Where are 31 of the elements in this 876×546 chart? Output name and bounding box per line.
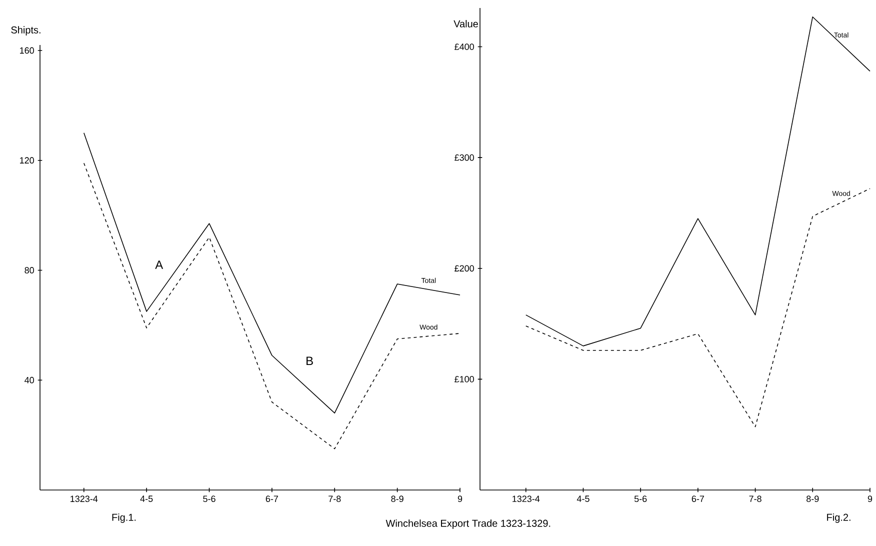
x-tick-label: 8-9 xyxy=(391,496,404,502)
line-series xyxy=(525,16,870,346)
y-axis-title: Value xyxy=(454,20,478,28)
x-tick-label: 5-6 xyxy=(203,496,216,502)
y-axis-title: Shipts. xyxy=(11,26,40,36)
text: Fig.2. xyxy=(827,514,850,523)
annotation: B xyxy=(306,356,313,366)
y-tick-label: 40 xyxy=(24,376,34,384)
x-tick-label: 6-7 xyxy=(266,496,278,502)
text: Fig.1. xyxy=(112,514,136,523)
y-tick-label: 160 xyxy=(20,47,34,54)
x-tick-label: 9 xyxy=(868,496,872,502)
x-tick-label: 5-6 xyxy=(634,496,647,502)
x-tick-label: 8-9 xyxy=(806,496,819,502)
y-tick-label: £300 xyxy=(454,154,474,161)
x-tick-label: 1323-4 xyxy=(512,496,540,502)
x-tick-label: 7-8 xyxy=(328,496,341,502)
x-tick-label: 9 xyxy=(458,496,462,502)
x-tick-label: 4-5 xyxy=(576,496,590,502)
y-tick-label: 80 xyxy=(24,267,34,274)
y-tick-label: £200 xyxy=(454,265,474,272)
x-tick-label: 4-5 xyxy=(140,496,153,502)
x-tick-label: 1323-4 xyxy=(70,496,98,502)
text: Winchelsea Export Trade 1323-1329. xyxy=(386,520,550,529)
line-series xyxy=(525,188,870,428)
x-tick-label: 6-7 xyxy=(692,496,704,502)
x-tick-label: 7-8 xyxy=(749,496,762,502)
y-tick-label: £400 xyxy=(454,44,474,50)
annotation: A xyxy=(155,260,164,269)
y-tick-label: £100 xyxy=(454,376,474,382)
y-tick-label: 120 xyxy=(20,157,34,164)
